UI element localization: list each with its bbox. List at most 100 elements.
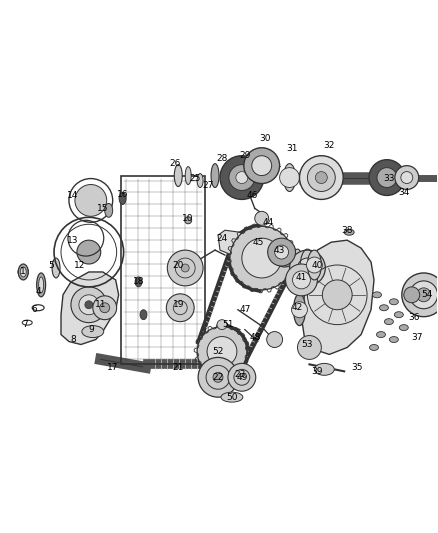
Ellipse shape: [385, 319, 393, 325]
Ellipse shape: [174, 165, 182, 187]
Text: 16: 16: [117, 190, 128, 199]
Text: 32: 32: [324, 141, 335, 150]
Circle shape: [220, 156, 264, 199]
Circle shape: [167, 250, 203, 286]
Text: 18: 18: [133, 277, 144, 286]
Circle shape: [244, 148, 279, 183]
Circle shape: [213, 373, 223, 382]
Text: 28: 28: [216, 154, 228, 163]
Text: 39: 39: [311, 367, 323, 376]
Circle shape: [207, 336, 237, 366]
Text: 10: 10: [183, 214, 194, 223]
Text: 15: 15: [97, 204, 109, 213]
Text: 24: 24: [216, 233, 228, 243]
Circle shape: [273, 243, 297, 267]
Ellipse shape: [185, 167, 191, 184]
Circle shape: [230, 226, 293, 290]
Polygon shape: [301, 240, 374, 354]
Circle shape: [228, 364, 256, 391]
Ellipse shape: [37, 273, 46, 297]
Circle shape: [181, 264, 189, 272]
Circle shape: [307, 257, 322, 273]
Ellipse shape: [221, 392, 243, 402]
Text: 21: 21: [173, 363, 184, 372]
Circle shape: [315, 172, 327, 183]
Text: 12: 12: [74, 261, 85, 270]
Ellipse shape: [293, 249, 303, 275]
Ellipse shape: [135, 277, 142, 287]
Circle shape: [404, 287, 420, 303]
Ellipse shape: [39, 277, 44, 293]
Circle shape: [217, 320, 227, 329]
Circle shape: [290, 255, 304, 269]
Text: 30: 30: [259, 134, 270, 143]
Text: 33: 33: [383, 174, 395, 183]
Text: 37: 37: [411, 333, 423, 342]
Circle shape: [293, 271, 311, 289]
Circle shape: [292, 302, 307, 318]
Ellipse shape: [105, 204, 113, 217]
Ellipse shape: [379, 305, 389, 311]
Text: 46: 46: [246, 191, 258, 200]
Ellipse shape: [52, 258, 60, 278]
Circle shape: [242, 238, 282, 278]
Ellipse shape: [344, 229, 354, 235]
Circle shape: [255, 212, 268, 225]
Ellipse shape: [119, 192, 126, 204]
Text: 34: 34: [398, 188, 410, 197]
Circle shape: [229, 165, 255, 190]
Circle shape: [279, 168, 300, 188]
Ellipse shape: [140, 310, 147, 320]
Ellipse shape: [314, 364, 334, 375]
Text: 44: 44: [262, 218, 273, 227]
Circle shape: [402, 273, 438, 317]
Circle shape: [297, 336, 321, 359]
Text: 1: 1: [21, 268, 26, 277]
Circle shape: [410, 281, 438, 309]
Polygon shape: [218, 230, 248, 255]
Text: 23: 23: [234, 370, 246, 379]
Text: 49: 49: [236, 373, 247, 382]
Text: 38: 38: [342, 226, 353, 235]
Ellipse shape: [197, 174, 203, 188]
Circle shape: [290, 250, 325, 286]
Ellipse shape: [377, 332, 385, 337]
Ellipse shape: [389, 299, 398, 305]
Text: 31: 31: [286, 144, 297, 154]
Circle shape: [77, 240, 101, 264]
Text: 5: 5: [48, 261, 54, 270]
Text: 41: 41: [296, 273, 307, 282]
Circle shape: [79, 295, 99, 314]
Text: 52: 52: [212, 347, 224, 356]
Text: 13: 13: [67, 236, 79, 245]
Circle shape: [322, 280, 352, 310]
Polygon shape: [61, 272, 119, 344]
Circle shape: [377, 168, 397, 188]
Circle shape: [300, 156, 343, 199]
Circle shape: [93, 296, 117, 320]
Text: 20: 20: [173, 261, 184, 270]
Circle shape: [268, 238, 296, 266]
Ellipse shape: [18, 264, 28, 280]
Circle shape: [307, 164, 335, 191]
Circle shape: [275, 245, 289, 259]
Text: 40: 40: [312, 261, 323, 270]
Text: 43: 43: [274, 246, 285, 255]
Ellipse shape: [82, 326, 104, 337]
Text: 53: 53: [302, 340, 313, 349]
Ellipse shape: [18, 268, 28, 276]
Circle shape: [267, 332, 283, 348]
Text: 19: 19: [173, 300, 184, 309]
Text: 25: 25: [190, 174, 201, 183]
Circle shape: [197, 327, 247, 376]
Text: 51: 51: [222, 320, 234, 329]
Text: 7: 7: [22, 320, 28, 329]
Circle shape: [297, 258, 318, 278]
Circle shape: [85, 301, 93, 309]
Text: 27: 27: [202, 181, 214, 190]
Text: 35: 35: [351, 363, 363, 372]
Text: 14: 14: [67, 191, 78, 200]
Circle shape: [198, 358, 238, 397]
Circle shape: [369, 160, 405, 196]
Ellipse shape: [293, 294, 305, 326]
